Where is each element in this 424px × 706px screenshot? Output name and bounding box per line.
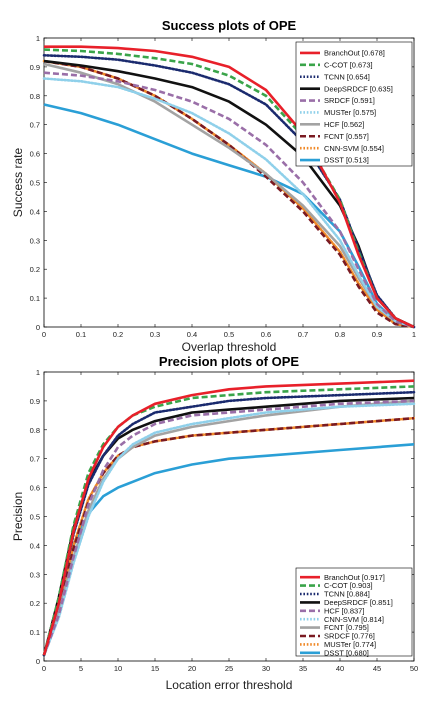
y-axis-label: Success rate <box>11 147 25 217</box>
x-tick-label: 5 <box>79 664 83 673</box>
legend-label: CNN-SVM [0.554] <box>324 144 384 153</box>
y-tick-label: 0.3 <box>30 236 40 245</box>
y-tick-label: 0.9 <box>30 397 40 406</box>
legend: BranchOut [0.678] C-COT [0.673] TCNN [0.65… <box>295 41 413 167</box>
y-tick-label: 0.8 <box>30 92 40 101</box>
series-line <box>42 379 415 656</box>
legend-label: SRDCF [0.591] <box>324 96 375 105</box>
x-tick-label: 0.3 <box>150 330 160 339</box>
x-tick-label: 0.1 <box>76 330 86 339</box>
x-tick-label: 0.9 <box>372 330 382 339</box>
y-tick-label: 0.6 <box>30 150 40 159</box>
y-tick-label: 0.7 <box>30 121 40 130</box>
y-tick-label: 0.6 <box>30 484 40 493</box>
legend: BranchOut [0.917]C-COT [0.903]TCNN [0.88… <box>295 567 413 657</box>
legend-label: DeepSRDCF [0.635] <box>324 84 393 93</box>
y-tick-label: 0.2 <box>30 265 40 274</box>
x-axis-label: Location error threshold <box>166 678 293 692</box>
legend-label: DSST [0.513] <box>324 156 369 165</box>
x-tick-label: 0 <box>42 330 46 339</box>
x-tick-label: 40 <box>336 664 344 673</box>
legend-label: BranchOut [0.678] <box>324 49 385 58</box>
y-tick-label: 1 <box>36 368 40 377</box>
series-lines <box>42 45 416 329</box>
legend-label: CNN-SVM [0.814] <box>324 615 384 624</box>
y-tick-label: 1 <box>36 34 40 43</box>
legend-label: MUSTer [0.575] <box>324 108 376 117</box>
y-tick-label: 0.2 <box>30 599 40 608</box>
y-tick-label: 0.8 <box>30 426 40 435</box>
legend-label: DeepSRDCF [0.851] <box>324 598 393 607</box>
legend-label: C-COT [0.673] <box>324 60 373 69</box>
x-axis-label: Overlap threshold <box>182 340 277 354</box>
chart-title: Success plots of OPE <box>162 18 297 33</box>
legend-label: DSST [0.680] <box>324 648 369 657</box>
legend-label: FCNT [0.795] <box>324 623 369 632</box>
x-tick-label: 0.6 <box>261 330 271 339</box>
y-tick-label: 0.4 <box>30 541 40 550</box>
x-tick-label: 0.4 <box>187 330 197 339</box>
y-tick-label: 0.1 <box>30 628 40 637</box>
x-tick-label: 20 <box>188 664 196 673</box>
series-line <box>42 416 415 656</box>
series-line <box>44 45 415 329</box>
legend-label: FCNT [0.557] <box>324 132 369 141</box>
y-tick-label: 0.9 <box>30 63 40 72</box>
series-line <box>43 71 415 329</box>
x-tick-label: 25 <box>225 664 233 673</box>
series-line <box>42 402 416 657</box>
chart-title: Precision plots of OPE <box>159 354 299 369</box>
series-lines <box>42 379 416 657</box>
y-tick-label: 0 <box>36 323 40 332</box>
legend-label: BranchOut [0.917] <box>324 573 385 582</box>
legend-label: TCNN [0.884] <box>324 590 370 599</box>
y-tick-label: 0 <box>36 657 40 666</box>
x-tick-label: 0.7 <box>298 330 308 339</box>
legend-box <box>295 567 413 657</box>
y-tick-label: 0.4 <box>30 207 40 216</box>
success-plot: Success plots of OPE 0 0.1 0.2 0.3 0.4 0.5 0.6 0… <box>11 18 416 354</box>
y-tick-label: 0.5 <box>30 179 40 188</box>
y-tick-label: 0.5 <box>30 513 40 522</box>
legend-label: TCNN [0.654] <box>324 72 370 81</box>
legend-label: C-COT [0.903] <box>324 581 373 590</box>
y-axis-label: Precision <box>11 492 25 541</box>
y-tick-label: 0.3 <box>30 570 40 579</box>
x-tick-label: 50 <box>410 664 418 673</box>
x-tick-label: 0.5 <box>224 330 234 339</box>
series-line <box>43 59 415 329</box>
y-tick-label: 0.7 <box>30 455 40 464</box>
x-tick-label: 15 <box>151 664 159 673</box>
x-tick-label: 10 <box>114 664 122 673</box>
legend-label: SRDCF [0.776] <box>324 632 375 641</box>
y-tick-label: 0.1 <box>30 294 40 303</box>
x-tick-label: 0.2 <box>113 330 123 339</box>
legend-label: MUSTer [0.774] <box>324 640 376 649</box>
x-tick-label: 35 <box>299 664 307 673</box>
legend-label: HCF [0.837] <box>324 606 364 615</box>
x-tick-label: 0 <box>42 664 46 673</box>
x-tick-label: 30 <box>262 664 270 673</box>
series-line <box>42 77 416 329</box>
series-line <box>42 399 415 656</box>
x-tick-label: 1 <box>412 330 416 339</box>
legend-box <box>295 41 413 167</box>
x-tick-label: 45 <box>373 664 381 673</box>
legend-label: HCF [0.562] <box>324 120 364 129</box>
x-tick-label: 0.8 <box>335 330 345 339</box>
